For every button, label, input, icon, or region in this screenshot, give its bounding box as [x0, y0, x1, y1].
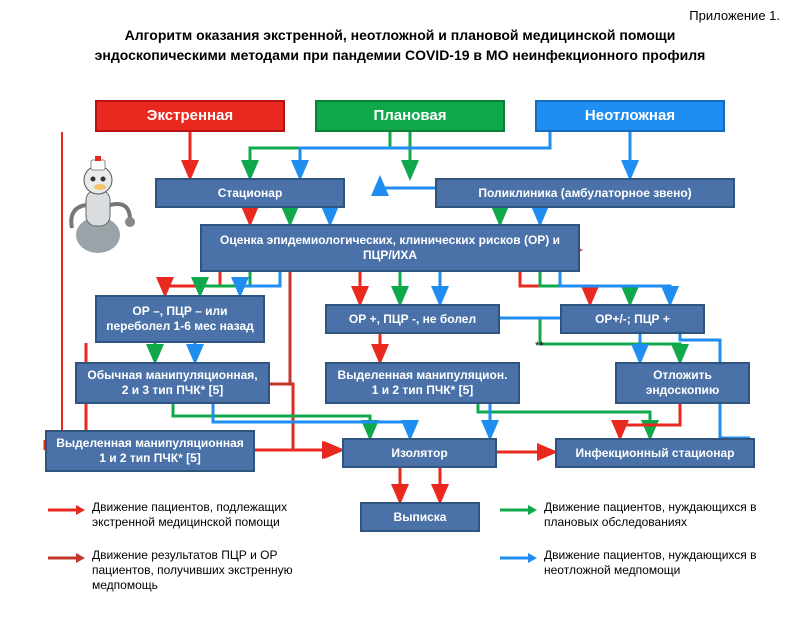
legend-item-3: Движение пациентов, нуждающихся в неотло… [500, 548, 764, 578]
node-n_mid: ОР +, ПЦР -, не болел [325, 304, 500, 334]
legend-arrow-icon [48, 504, 86, 516]
mascot-icon [58, 150, 138, 260]
header-h1: Экстренная [95, 100, 285, 132]
legend-arrow-icon [500, 552, 538, 564]
node-n_vyd2: Выделенная манипуляцион. 1 и 2 тип ПЧК* … [325, 362, 520, 404]
legend-text: Движение результатов ПЦР и ОР пациентов,… [92, 548, 312, 593]
legend-text: Движение пациентов, нуждающихся в неотло… [544, 548, 764, 578]
node-n_neg: ОР –, ПЦР – или переболел 1-6 мес назад [95, 295, 265, 343]
double-asterisk: ** [535, 340, 544, 352]
legend-item-0: Движение пациентов, подлежащих экстренно… [48, 500, 312, 530]
legend-item-1: Движение результатов ПЦР и ОР пациентов,… [48, 548, 312, 593]
node-n_risk: Оценка эпидемиологических, клинических р… [200, 224, 580, 272]
node-n_vyp: Выписка [360, 502, 480, 532]
legend-text: Движение пациентов, подлежащих экстренно… [92, 500, 312, 530]
node-n_stat: Стационар [155, 178, 345, 208]
legend-text: Движение пациентов, нуждающихся в планов… [544, 500, 764, 530]
node-n_obm: Обычная манипуляционная, 2 и 3 тип ПЧК* … [75, 362, 270, 404]
node-n_infst: Инфекционный стационар [555, 438, 755, 468]
legend-arrow-icon [48, 552, 86, 564]
node-n_vyd1: Выделенная манипуляционная 1 и 2 тип ПЧК… [45, 430, 255, 472]
node-n_izol: Изолятор [342, 438, 497, 468]
header-h3: Неотложная [535, 100, 725, 132]
node-n_pos: ОР+/-; ПЦР + [560, 304, 705, 334]
legend-item-2: Движение пациентов, нуждающихся в планов… [500, 500, 764, 530]
header-h2: Плановая [315, 100, 505, 132]
legend-arrow-icon [500, 504, 538, 516]
node-n_otl: Отложить эндоскопию [615, 362, 750, 404]
node-n_poli: Поликлиника (амбулаторное звено) [435, 178, 735, 208]
